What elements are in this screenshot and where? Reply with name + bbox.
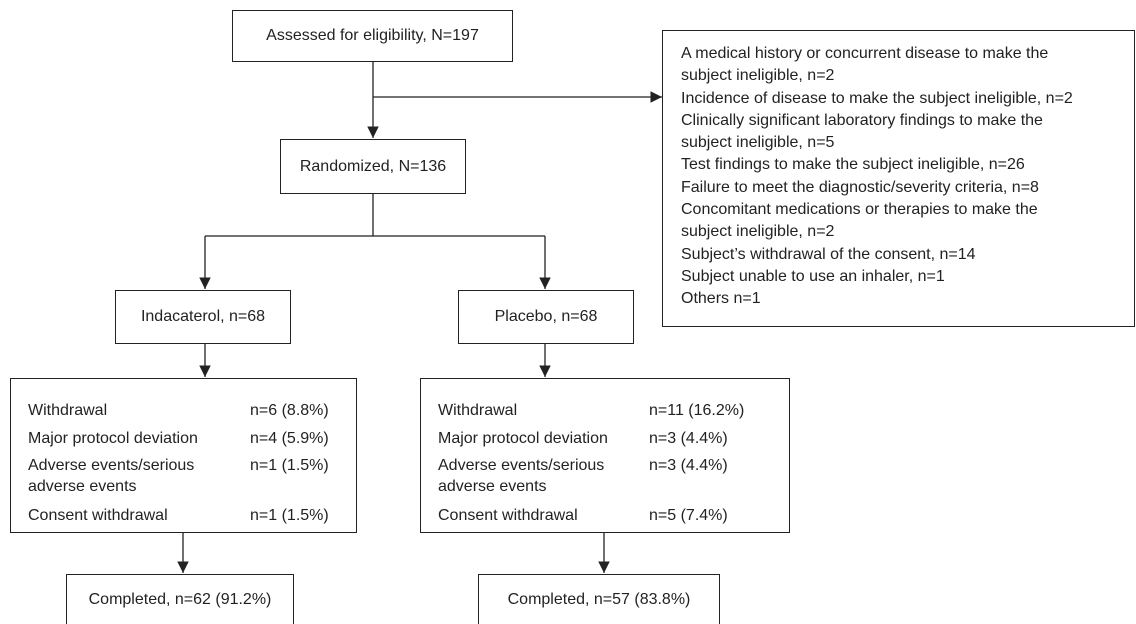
exclusion-line: Failure to meet the diagnostic/severity … <box>681 178 1039 196</box>
discontinuation-box: Withdrawal n=11 (16.2%) Major protocol dev… <box>420 378 790 533</box>
count: n=1 (1.5%) <box>250 507 329 524</box>
exclusion-line: Incidence of disease to make the subject… <box>681 89 1073 107</box>
exclusion-line: subject ineligible, n=2 <box>681 67 835 85</box>
assessed-box: Assessed for eligibility, N=197 <box>232 10 513 62</box>
discontinuation-box: Withdrawal n=6 (8.8%) Major protocol devia… <box>10 378 357 533</box>
count: n=3 (4.4%) <box>649 457 728 474</box>
count: n=5 (7.4%) <box>649 507 728 524</box>
exclusion-box: A medical history or concurrent disease … <box>662 30 1135 327</box>
exclusion-line: subject ineligible, n=5 <box>681 134 835 152</box>
reason: Withdrawal <box>438 402 518 419</box>
arm-box: Placebo, n=68 <box>458 290 634 344</box>
randomized-box: Randomized, N=136 <box>280 139 466 194</box>
exclusion-line: Concomitant medications or therapies to … <box>681 201 1038 219</box>
reason: Major protocol deviation <box>438 430 608 447</box>
exclusion-line: Clinically significant laboratory findin… <box>681 111 1043 129</box>
reason: Adverse events/serious adverse events <box>438 457 605 495</box>
count: n=1 (1.5%) <box>250 457 329 474</box>
exclusion-line: subject ineligible, n=2 <box>681 223 835 241</box>
exclusion-line: A medical history or concurrent disease … <box>681 45 1049 62</box>
arm-box: Indacaterol, n=68 <box>115 290 291 344</box>
reason: Major protocol deviation <box>28 430 198 447</box>
reason: Consent withdrawal <box>438 507 578 524</box>
exclusion-line: Subject’s withdrawal of the consent, n=1… <box>681 245 976 263</box>
count: n=6 (8.8%) <box>250 402 329 419</box>
completed-box: Completed, n=57 (83.8%) <box>478 574 720 624</box>
exclusion-line: Subject unable to use an inhaler, n=1 <box>681 267 945 285</box>
reason: Consent withdrawal <box>28 507 168 524</box>
exclusion-line: Others n=1 <box>681 290 761 308</box>
reason: Withdrawal <box>28 402 108 419</box>
reason: Adverse events/serious adverse events <box>28 457 195 495</box>
count: n=3 (4.4%) <box>649 430 728 447</box>
count: n=11 (16.2%) <box>649 402 745 419</box>
completed-box: Completed, n=62 (91.2%) <box>66 574 294 624</box>
exclusion-line: Test findings to make the subject inelig… <box>681 156 1025 174</box>
count: n=4 (5.9%) <box>250 430 329 447</box>
